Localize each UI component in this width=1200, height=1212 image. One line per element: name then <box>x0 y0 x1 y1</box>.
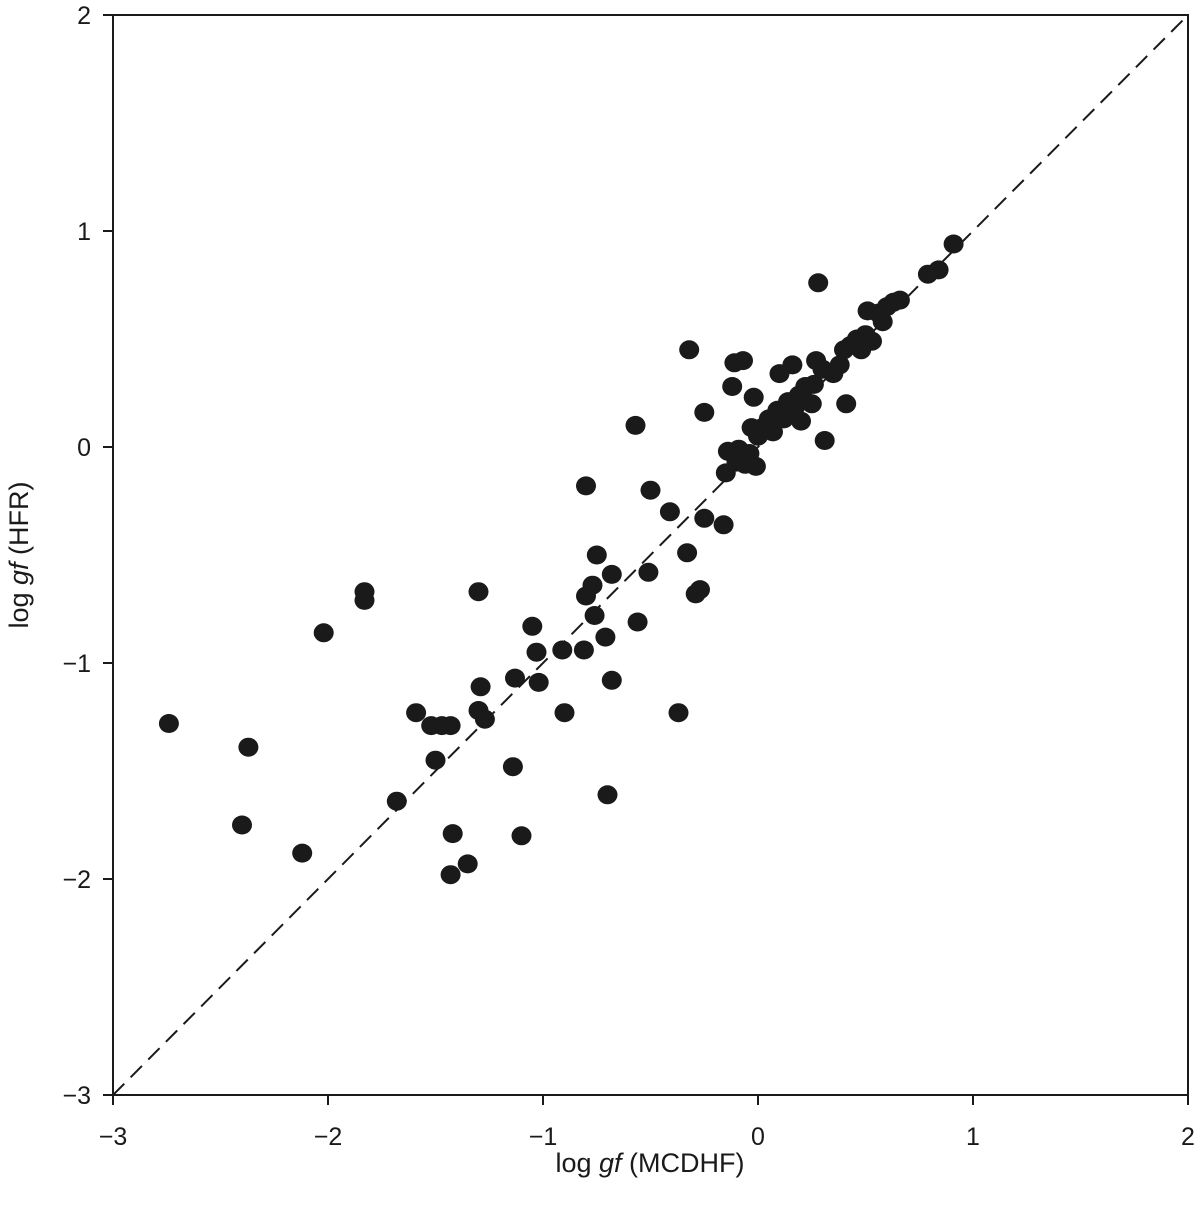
data-point <box>745 456 766 476</box>
data-point <box>679 340 700 360</box>
data-point <box>354 590 375 610</box>
data-point <box>158 714 179 733</box>
data-point <box>425 750 446 770</box>
data-point <box>668 703 689 723</box>
data-point <box>440 865 461 885</box>
data-point <box>457 854 478 874</box>
data-point <box>601 564 622 584</box>
data-point <box>526 642 547 662</box>
y-tick-label: −3 <box>62 1082 91 1110</box>
data-point <box>803 374 824 394</box>
data-point <box>573 640 594 660</box>
x-tick-label: −3 <box>99 1123 128 1151</box>
data-point <box>733 351 753 371</box>
data-point <box>442 824 463 844</box>
x-tick-label: −1 <box>529 1123 558 1151</box>
x-tick-label: 2 <box>1181 1123 1195 1151</box>
data-point <box>554 703 575 723</box>
x-tick-label: 1 <box>966 1123 980 1151</box>
data-point <box>836 394 857 414</box>
x-tick-label: −2 <box>314 1123 343 1151</box>
data-point <box>238 737 259 757</box>
data-point <box>625 415 646 435</box>
data-point <box>528 672 549 692</box>
data-point <box>406 703 427 723</box>
data-point <box>440 716 461 736</box>
y-tick-label: −1 <box>62 650 91 678</box>
data-point <box>582 575 603 595</box>
data-point <box>292 843 313 863</box>
data-point <box>862 331 882 351</box>
data-point <box>659 502 680 522</box>
data-point <box>808 273 829 293</box>
data-point <box>889 290 910 310</box>
data-point <box>595 627 616 647</box>
reference-line-y-equals-x <box>112 14 1189 1096</box>
x-axis-label: log gf (MCDHF) <box>555 1148 744 1178</box>
data-point <box>552 640 573 660</box>
data-point <box>694 508 715 528</box>
data-point <box>640 480 661 500</box>
data-point <box>627 612 648 632</box>
data-point <box>928 260 949 280</box>
data-point <box>677 543 698 563</box>
data-point <box>468 582 489 602</box>
data-point <box>474 709 495 729</box>
x-tick-label: 0 <box>751 1123 765 1151</box>
reference-line-layer <box>112 14 1189 1096</box>
data-point <box>232 815 252 835</box>
data-point <box>597 785 618 805</box>
y-tick-label: 0 <box>77 434 91 462</box>
plot-frame <box>112 14 1189 1096</box>
data-point <box>511 826 532 846</box>
data-point <box>814 431 835 450</box>
data-point <box>713 515 734 535</box>
data-point <box>743 387 764 407</box>
data-point <box>872 312 893 332</box>
data-point <box>694 402 715 422</box>
data-point <box>690 580 710 600</box>
data-point <box>522 616 543 636</box>
y-axis-label: log gf (HFR) <box>4 481 34 628</box>
data-point <box>791 411 811 431</box>
data-point <box>722 377 743 396</box>
data-point <box>470 677 491 697</box>
y-tick-label: −2 <box>62 866 91 894</box>
data-point <box>576 476 596 496</box>
data-point <box>502 757 523 777</box>
data-point <box>782 355 803 375</box>
data-point <box>313 623 334 643</box>
data-points <box>158 234 964 885</box>
data-point <box>943 234 964 254</box>
data-point <box>386 791 407 811</box>
data-point <box>601 670 622 690</box>
data-point <box>584 606 605 625</box>
data-point <box>505 668 525 688</box>
data-point <box>763 422 783 442</box>
data-point <box>586 545 607 565</box>
axis-ticks: −3 −2 −1 0 1 2 −3 −2 −1 0 1 2 <box>62 2 1194 1151</box>
y-tick-label: 2 <box>77 2 91 30</box>
data-point <box>638 562 659 582</box>
data-point <box>801 394 822 414</box>
y-tick-label: 1 <box>77 218 91 246</box>
data-point <box>829 355 850 375</box>
